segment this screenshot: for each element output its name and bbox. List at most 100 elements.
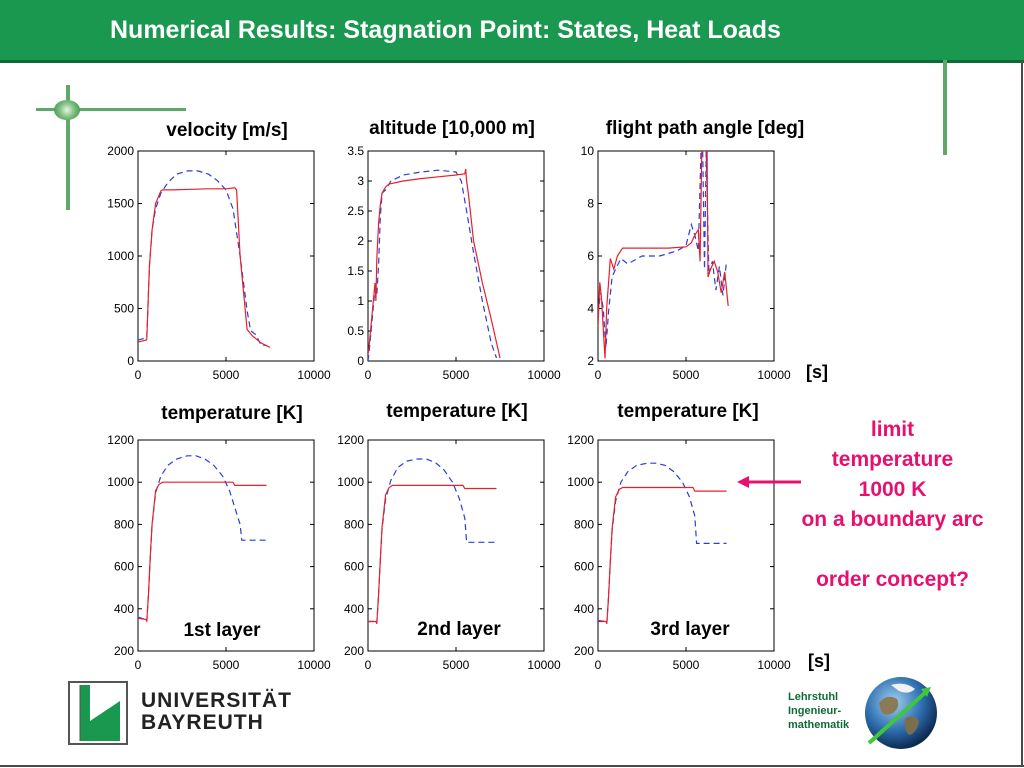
university-line-1: UNIVERSITÄT [141,689,293,712]
x-tick-label: 5000 [213,368,240,382]
y-tick-label: 3.5 [347,144,364,158]
y-tick-label: 800 [344,517,364,531]
series-line-solid [138,187,271,348]
x-tick-label: 10000 [527,368,561,382]
x-tick-label: 10000 [757,368,791,382]
chart-panel-5: 200 400 600 800 1000 1200 0 5000 10000 [337,433,561,672]
chart-title: altitude [10,000 m] [369,118,535,139]
x-tick-label: 0 [595,658,602,672]
university-name: UNIVERSITÄT BAYREUTH [141,690,292,734]
annotation-box: limit temperature 1000 K on a boundary a… [775,415,1010,595]
series-line-dashed [598,462,727,624]
chart-panel-2: 0 0.5 1 1.5 2 2.5 3 3.5 0 5000 10000 [347,144,561,382]
annotation-line-3: 1000 K [858,478,927,501]
x-tick-label: 0 [365,658,372,672]
frame-bottom-border [0,765,1024,767]
y-tick-label: 1000 [337,475,364,489]
y-tick-label: 200 [574,644,594,658]
series-line-solid [368,484,497,624]
y-tick-label: 1.5 [347,264,364,278]
university-line-2: BAYREUTH [141,711,264,734]
y-tick-label: 800 [574,517,594,531]
y-tick-label: 600 [344,560,364,574]
annotation-question: order concept? [816,568,969,591]
x-tick-label: 0 [135,658,142,672]
x-tick-label: 5000 [213,658,240,672]
y-tick-label: 1000 [107,475,134,489]
x-tick-label: 5000 [673,658,700,672]
y-tick-label: 1200 [337,433,364,447]
chart-title: flight path angle [deg] [605,118,805,139]
chart-panel-3: 2 4 6 8 10 0 5000 10000 [581,144,791,382]
chart-title: temperature [K] [161,403,303,424]
bullet-glow-icon [54,100,80,120]
series-line-dashed [138,455,267,622]
plot-frame [597,150,775,362]
series-line-solid [138,481,267,622]
chart-title: temperature [K] [386,401,528,422]
plot-frame [137,150,315,362]
chair-line-1: Lehrstuhl [788,691,839,703]
university-logo-icon [68,681,128,745]
y-tick-label: 3 [357,174,364,188]
chart-panel-6: 200 400 600 800 1000 1200 0 5000 10000 [567,433,791,672]
y-tick-label: 1200 [107,433,134,447]
deco-line-horizontal [36,108,186,111]
title-bar: Numerical Results: Stagnation Point: Sta… [0,0,1024,63]
x-tick-label: 10000 [297,368,331,382]
y-tick-label: 1000 [567,475,594,489]
annotation-line-1: limit [870,418,915,441]
time-unit-bottom: [s] [808,651,830,671]
series-line-solid [368,168,501,359]
layer-label: 1st layer [183,620,261,641]
y-tick-label: 400 [344,602,364,616]
y-tick-label: 2000 [107,144,134,158]
annotation-spacer [775,535,1010,565]
y-tick-label: 200 [344,644,364,658]
y-tick-label: 8 [587,197,594,211]
layer-label: 2nd layer [417,619,501,640]
frame-right-border [1021,60,1023,766]
y-tick-label: 0 [127,354,134,368]
x-tick-label: 10000 [297,658,331,672]
y-tick-label: 10 [581,144,595,158]
y-tick-label: 2 [357,234,364,248]
chart-title: temperature [K] [617,401,759,422]
series-line-dashed [598,151,728,348]
y-tick-label: 0 [357,354,364,368]
y-tick-label: 1 [357,294,364,308]
y-tick-label: 2 [587,354,594,368]
chair-name: Lehrstuhl Ingenieur- mathematik [788,690,849,732]
y-tick-label: 0.5 [347,324,364,338]
x-tick-label: 10000 [527,658,561,672]
y-tick-label: 4 [587,302,594,316]
y-tick-label: 1500 [107,197,134,211]
y-tick-label: 6 [587,249,594,263]
layer-label: 3rd layer [650,619,730,640]
y-tick-label: 1000 [107,249,134,263]
y-tick-label: 400 [114,602,134,616]
series-line-solid [598,486,727,624]
annotation-line-4: on a boundary arc [801,508,984,531]
series-line-dashed [368,458,497,624]
series-line-dashed [368,169,498,361]
series-line-dashed [138,170,267,346]
x-tick-label: 0 [135,368,142,382]
x-tick-label: 0 [365,368,372,382]
deco-line-right [943,60,947,155]
chart-panel-1: 0 500 1000 1500 2000 0 5000 10000 [107,144,331,382]
left-arrow-icon [737,476,801,488]
x-tick-label: 0 [595,368,602,382]
chair-line-2: Ingenieur- [788,705,842,717]
x-tick-label: 5000 [673,368,700,382]
y-tick-label: 1200 [567,433,594,447]
deco-line-vertical [66,85,70,210]
x-tick-label: 5000 [443,368,470,382]
chair-line-3: mathematik [788,719,850,731]
y-tick-label: 400 [574,602,594,616]
annotation-line-2: temperature [831,448,954,471]
time-unit-top: [s] [806,362,828,382]
x-tick-label: 5000 [443,658,470,672]
